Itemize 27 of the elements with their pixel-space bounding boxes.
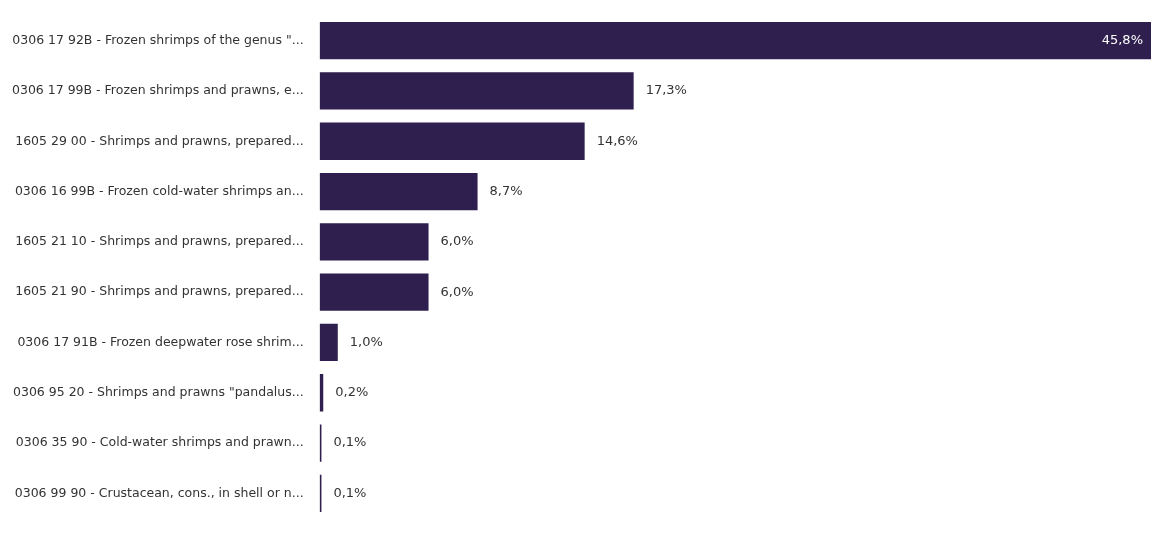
data-label: 6,0% (440, 283, 474, 299)
data-label: 14,6% (596, 132, 638, 148)
y-tick-label: 0306 16 99B - Frozen cold-water shrimps an... (14, 182, 304, 198)
y-tick-label: 0306 17 91B - Frozen deepwater rose shrim... (17, 333, 304, 349)
data-label: 0,1% (333, 484, 367, 500)
bar (319, 122, 585, 160)
y-tick-label: 0306 17 92B - Frozen shrimps of the genus "... (12, 31, 304, 47)
bar (319, 172, 478, 211)
y-tick-label: 0306 17 99B - Frozen shrimps and prawns, e... (11, 82, 304, 98)
data-label: 0,1% (333, 434, 367, 450)
bar (319, 72, 634, 110)
data-label: 0,2% (335, 384, 369, 400)
y-tick-label: 0306 99 90 - Crustacean, cons., in shell or n... (14, 484, 304, 500)
data-label: 45,8% (1101, 32, 1143, 48)
data-label: 1,0% (349, 333, 383, 349)
y-tick-label: 1605 21 10 - Shrimps and prawns, prepared... (15, 233, 304, 249)
y-tick-label: 1605 21 90 - Shrimps and prawns, prepared... (15, 283, 304, 299)
bar (319, 22, 1151, 60)
data-label: 17,3% (645, 82, 687, 98)
y-tick-label: 0306 35 90 - Cold-water shrimps and prawn... (15, 434, 304, 450)
y-tick-label: 0306 95 20 - Shrimps and prawns "pandalus... (12, 384, 304, 399)
bar (319, 223, 429, 261)
y-tick-label: 1605 29 00 - Shrimps and prawns, prepared... (15, 132, 304, 148)
bar (319, 273, 429, 311)
data-label: 8,7% (489, 182, 523, 198)
bar (319, 323, 338, 362)
data-label: 6,0% (440, 233, 474, 249)
